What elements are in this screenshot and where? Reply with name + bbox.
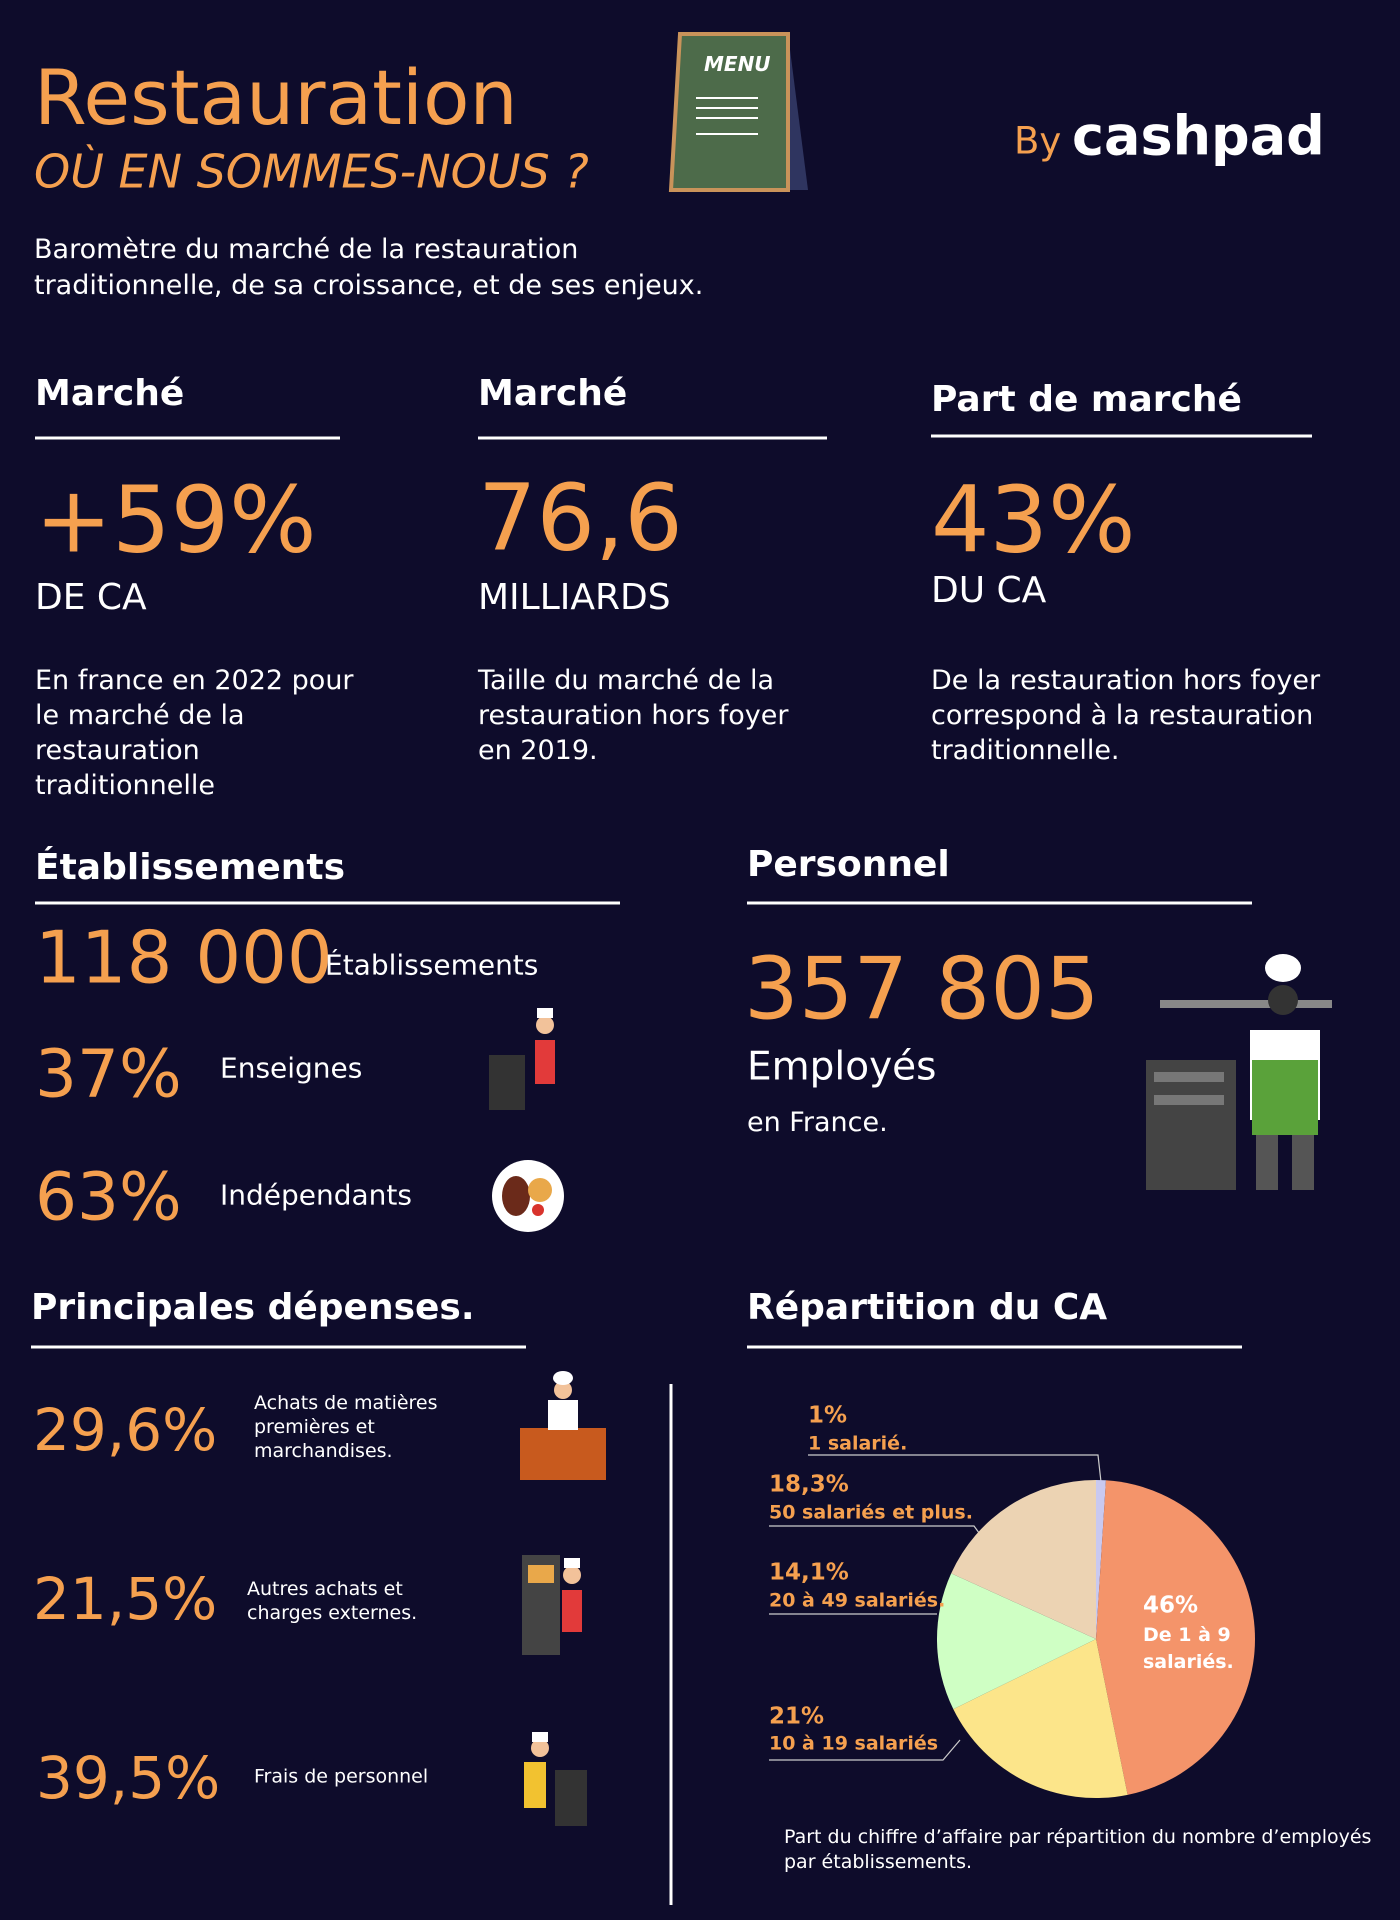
pie-slice xyxy=(953,1639,1128,1798)
pie-slice xyxy=(937,1573,1096,1710)
staff-unit: Employés xyxy=(747,1044,937,1090)
value-label: 46% xyxy=(1143,1592,1199,1619)
heading: Établissements xyxy=(35,847,346,889)
share-label: Enseignes xyxy=(220,1051,363,1085)
underlines xyxy=(31,434,1312,1905)
pie-slice xyxy=(951,1480,1096,1639)
expense-label: Autres achats et charges externes. xyxy=(247,1578,418,1624)
stat-unit: MILLIARDS xyxy=(478,577,671,619)
category-label: 1 salarié. xyxy=(808,1432,908,1455)
stat-unit: DE CA xyxy=(35,577,147,619)
heading: Marché xyxy=(478,373,628,415)
chef-icon xyxy=(524,1732,587,1826)
description: Baromètre du marché de la restauration t… xyxy=(34,234,704,302)
pie-slice xyxy=(1096,1480,1255,1795)
category-label: 10 à 19 salariés xyxy=(769,1732,939,1755)
value-label: 14,1% xyxy=(769,1559,849,1586)
expense-value: 21,5% xyxy=(33,1565,218,1634)
heading: Marché xyxy=(35,373,185,415)
heading: Personnel xyxy=(747,844,950,886)
expense-value: 29,6% xyxy=(33,1396,218,1465)
category-label: 20 à 49 salariés. xyxy=(769,1589,946,1612)
stat-unit: DU CA xyxy=(931,570,1047,612)
stat-value: 43% xyxy=(931,466,1136,574)
expense-label: Achats de matières premières et marchand… xyxy=(254,1392,438,1462)
chef-icon xyxy=(522,1555,582,1655)
share: 63% xyxy=(35,1158,182,1236)
by: By xyxy=(1014,119,1062,163)
chef-icon xyxy=(520,1371,606,1480)
stat-value: 76,6 xyxy=(478,464,683,572)
heading: Part de marché xyxy=(931,379,1242,421)
brand: cashpad xyxy=(1072,104,1325,168)
menu-label: MENU xyxy=(704,52,771,76)
value-label: 1% xyxy=(808,1402,848,1429)
category-label: 50 salariés et plus. xyxy=(769,1501,973,1524)
chart-title: Répartition du CA xyxy=(747,1287,1108,1329)
share-label: Indépendants xyxy=(220,1178,412,1212)
total-label: Établissements xyxy=(325,948,539,982)
staff-value: 357 805 xyxy=(744,939,1100,1040)
pie xyxy=(937,1479,1255,1798)
subtitle: OÙ EN SOMMES-NOUS ? xyxy=(34,144,589,199)
chef-icon xyxy=(489,1008,555,1110)
stat-text: En france en 2022 pour le marché de la r… xyxy=(35,665,354,802)
stat-value: +59% xyxy=(35,466,317,574)
heading: Principales dépenses. xyxy=(31,1287,475,1329)
food-icon xyxy=(492,1160,564,1232)
title: Restauration xyxy=(34,53,518,143)
menu-board xyxy=(668,32,790,192)
expense-label: Frais de personnel xyxy=(254,1765,429,1788)
staff-note: en France. xyxy=(747,1107,888,1139)
stat-text: Taille du marché de la restauration hors… xyxy=(478,665,789,767)
category-label: De 1 à 9 salariés. xyxy=(1143,1624,1234,1673)
share: 37% xyxy=(35,1035,182,1113)
value-label: 18,3% xyxy=(769,1471,849,1498)
total: 118 000 xyxy=(35,915,333,1000)
expense-value: 39,5% xyxy=(36,1744,221,1813)
chart-caption: Part du chiffre d’affaire par répartitio… xyxy=(784,1826,1372,1873)
kitchen-icon xyxy=(1146,954,1332,1190)
pie-slice xyxy=(1096,1479,1106,1639)
stat-text: De la restauration hors foyer correspond… xyxy=(931,665,1321,767)
value-label: 21% xyxy=(769,1703,825,1730)
